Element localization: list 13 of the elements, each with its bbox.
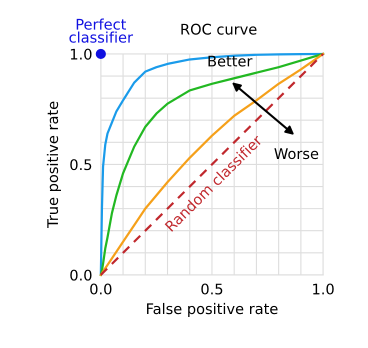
- x-tick-label: 1.0: [313, 284, 334, 295]
- chart-title: ROC curve: [181, 24, 257, 35]
- x-axis-title: False positive rate: [147, 302, 278, 318]
- series-label: Perfect classifier: [69, 18, 134, 43]
- y-tick-label: 1.0: [70, 48, 92, 60]
- annotation: Better: [208, 56, 252, 67]
- y-tick-label: 0.0: [70, 270, 92, 281]
- y-axis-title: True positive rate: [46, 102, 61, 228]
- annotation: Worse: [274, 148, 318, 160]
- line-series: [100, 52, 324, 276]
- x-tick-label: 0.0: [90, 284, 112, 295]
- y-tick-label: 0.5: [70, 159, 92, 170]
- x-tick-label: 0.5: [201, 284, 222, 295]
